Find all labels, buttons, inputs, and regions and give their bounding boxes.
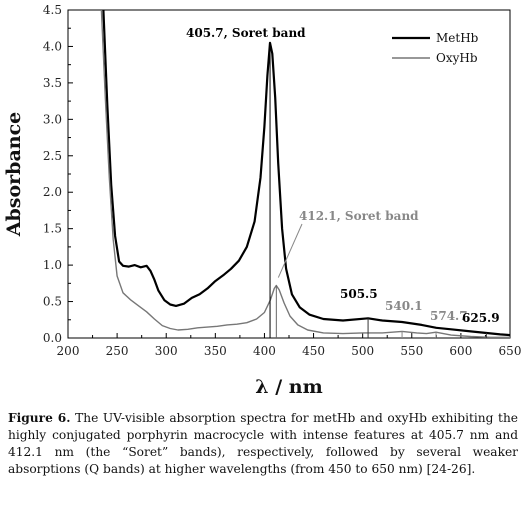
y-tick-label: 1.5 [43,222,62,236]
x-tick-label: 200 [57,344,80,358]
annotation-oxyhb-soret: 412.1, Soret band [299,209,419,223]
y-tick-label: 4.0 [43,39,62,53]
x-tick-label: 550 [400,344,423,358]
caption-label: Figure 6. [8,411,71,425]
x-axis-title: λ / nm [255,376,322,398]
x-tick-label: 500 [351,344,374,358]
x-axis: 200 250 300 350 400 450 500 550 600 650 [57,333,522,358]
annotation-540: 540.1 [385,299,423,313]
y-axis: 0.0 0.5 1.0 1.5 2.0 2.5 3.0 3.5 4.0 4.5 [43,3,73,345]
x-tick-label: 650 [499,344,522,358]
x-tick-label: 450 [302,344,325,358]
y-tick-label: 0.0 [43,331,62,345]
y-tick-label: 2.5 [43,149,62,163]
peak-markers [269,42,487,338]
legend-label-oxyhb: OxyHb [436,51,478,65]
spectrum-chart: 0.0 0.5 1.0 1.5 2.0 2.5 3.0 3.5 4.0 4.5 200 250 300… [3,3,522,398]
x-tick-label: 400 [253,344,276,358]
y-tick-label: 4.5 [43,3,62,17]
annotation-574: 574.7 [430,309,468,323]
caption-text: The UV-visible absorption spectra for me… [8,411,519,476]
y-tick-label: 3.0 [43,112,62,126]
leader-oxyhb-soret [277,223,303,278]
x-tick-label: 250 [106,344,129,358]
series-line-methb [102,9,511,337]
x-tick-label: 300 [155,344,178,358]
y-tick-label: 1.0 [43,258,62,272]
y-tick-label: 2.0 [43,185,62,199]
y-tick-label: 3.5 [43,76,62,90]
annotation-methb-soret: 405.7, Soret band [186,26,306,40]
series-line-oxyhb [100,9,510,338]
figure-caption: Figure 6. The UV-visible absorption spec… [8,410,518,478]
x-tick-label: 600 [449,344,472,358]
y-tick-label: 0.5 [43,295,62,309]
annotation-625: 625.9 [462,311,500,325]
annotation-505: 505.5 [340,287,378,301]
x-tick-label: 350 [204,344,227,358]
legend: MetHb OxyHb [392,31,479,65]
y-axis-title: Absorbance [3,112,25,237]
series-layer [100,9,511,338]
legend-label-methb: MetHb [436,31,479,45]
